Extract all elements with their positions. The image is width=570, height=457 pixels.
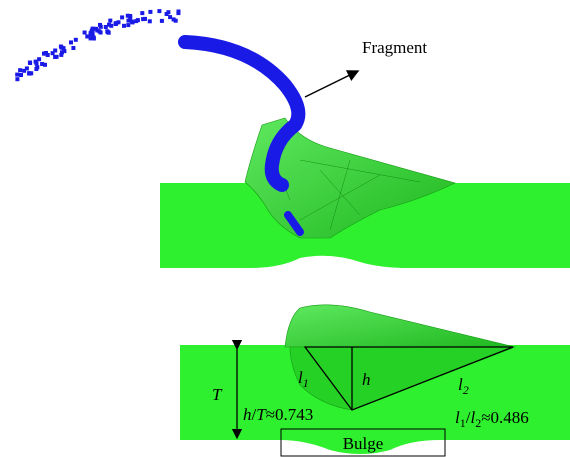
fragment-arrow bbox=[305, 71, 358, 97]
bottom-lump bbox=[285, 305, 515, 347]
particle bbox=[35, 62, 39, 66]
ratio-l1-l2: l1/l2≈0.486 bbox=[455, 408, 529, 430]
particle bbox=[27, 71, 31, 75]
particle bbox=[74, 38, 78, 42]
particle bbox=[148, 10, 152, 14]
particle bbox=[140, 11, 144, 15]
particle bbox=[42, 52, 46, 56]
particle bbox=[114, 22, 118, 26]
thickness-label: T bbox=[212, 385, 223, 404]
particle bbox=[19, 73, 23, 77]
particle bbox=[98, 23, 102, 27]
particle bbox=[176, 11, 180, 15]
particle bbox=[15, 77, 19, 81]
particle bbox=[15, 73, 19, 77]
particle bbox=[53, 55, 57, 59]
particle bbox=[92, 37, 96, 41]
particle bbox=[71, 46, 75, 50]
particle bbox=[160, 19, 164, 23]
particle bbox=[53, 49, 57, 53]
particle bbox=[165, 12, 169, 16]
ratio-part: ≈0.486 bbox=[481, 408, 529, 427]
particle bbox=[108, 19, 112, 23]
particle bbox=[34, 67, 38, 71]
particle bbox=[168, 15, 172, 19]
particle bbox=[91, 27, 95, 31]
particle bbox=[46, 53, 50, 57]
particle bbox=[141, 17, 145, 21]
particle bbox=[107, 31, 111, 35]
particle bbox=[83, 31, 87, 35]
ratio-h-t: h/T≈0.743 bbox=[243, 405, 313, 424]
l2-sub: 2 bbox=[463, 383, 469, 397]
particle bbox=[18, 68, 22, 72]
particle bbox=[172, 17, 176, 21]
particle bbox=[120, 15, 124, 19]
bulge-label: Bulge bbox=[343, 434, 384, 453]
particle bbox=[126, 23, 130, 27]
ratio-part: ≈0.743 bbox=[266, 405, 314, 424]
height-label: h bbox=[362, 370, 371, 389]
particle bbox=[122, 24, 126, 28]
particle bbox=[25, 66, 29, 70]
particle bbox=[148, 19, 152, 23]
particle bbox=[104, 25, 108, 29]
l1-sub: 1 bbox=[303, 376, 309, 390]
fragment-label: Fragment bbox=[362, 38, 427, 57]
particle bbox=[99, 31, 103, 35]
fragment-particles bbox=[15, 9, 180, 81]
particle bbox=[89, 31, 93, 35]
particle bbox=[131, 20, 135, 24]
particle bbox=[69, 40, 73, 44]
particle bbox=[37, 57, 41, 61]
figure: Fragment T h l1 l2 h/T≈0.743 l1/l2≈0.486… bbox=[0, 0, 570, 457]
particle bbox=[136, 18, 140, 22]
particle bbox=[40, 62, 44, 66]
ratio-part: h bbox=[243, 405, 252, 424]
particle bbox=[28, 61, 32, 65]
particle bbox=[157, 9, 161, 13]
particle bbox=[60, 46, 64, 50]
particle bbox=[127, 19, 131, 23]
particle bbox=[59, 53, 63, 57]
